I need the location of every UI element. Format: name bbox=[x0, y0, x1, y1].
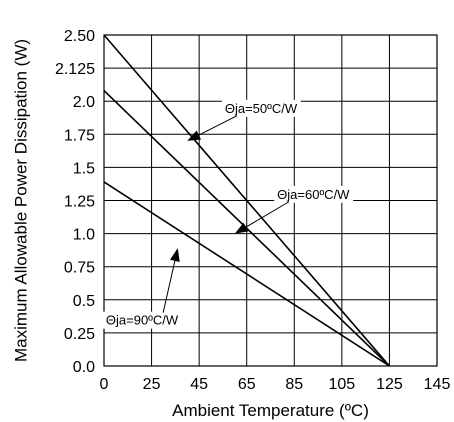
x-tick-label: 65 bbox=[238, 376, 256, 393]
y-tick-label: 2.125 bbox=[55, 61, 95, 78]
series-annotations: Θja=50ºC/W Θja=60ºC/W Θja=90ºC/W bbox=[102, 99, 354, 329]
x-tick-label: 105 bbox=[329, 376, 356, 393]
x-tick-label: 25 bbox=[143, 376, 161, 393]
x-tick-label: 85 bbox=[285, 376, 303, 393]
plot-frame bbox=[103, 34, 438, 367]
annotation-arrowhead bbox=[169, 248, 180, 262]
annotation-arrow-line bbox=[162, 260, 176, 313]
series-line bbox=[103, 34, 391, 367]
y-tick-label: 0.75 bbox=[64, 260, 95, 277]
y-tick-label: 0.0 bbox=[73, 359, 95, 376]
annotation-label: Θja=50ºC/W bbox=[225, 101, 298, 116]
x-tick-label: 0 bbox=[100, 376, 109, 393]
x-axis-label: Ambient Temperature (ºC) bbox=[172, 401, 369, 420]
annotation-arrowhead bbox=[187, 130, 202, 141]
series-line bbox=[103, 181, 390, 367]
annotation-label-bg bbox=[102, 311, 182, 329]
y-tick-label: 1.0 bbox=[73, 227, 95, 244]
annotation-label: Θja=90ºC/W bbox=[106, 313, 179, 328]
y-tick-label: 1.75 bbox=[64, 127, 95, 144]
y-tick-label: 2.50 bbox=[64, 28, 95, 45]
y-tick-label: 0.25 bbox=[64, 326, 95, 343]
y-axis-tick-labels: 2.50 2.125 2.0 1.75 1.5 1.25 1.0 0.75 0.5 0.25 0.0 bbox=[55, 28, 95, 376]
y-tick-label: 0.5 bbox=[73, 293, 95, 310]
y-tick-label: 1.5 bbox=[73, 160, 95, 177]
y-tick-label: 1.25 bbox=[64, 194, 95, 211]
annotation-label-bg bbox=[274, 185, 354, 203]
y-tick-label: 2.0 bbox=[73, 94, 95, 111]
annotation-arrow-line bbox=[245, 201, 290, 228]
y-axis-label: Maximum Allowable Power Dissipation (W) bbox=[11, 39, 30, 362]
x-tick-label: 45 bbox=[190, 376, 208, 393]
annotation-label-bg bbox=[221, 99, 301, 117]
x-tick-label: 125 bbox=[376, 376, 403, 393]
annotation-arrowhead bbox=[234, 222, 249, 234]
annotation-label: Θja=60ºC/W bbox=[277, 187, 350, 202]
x-axis-tick-labels: 0 25 45 65 85 105 125 145 bbox=[100, 376, 451, 393]
annotation-arrow-line bbox=[198, 115, 238, 136]
x-tick-label: 145 bbox=[424, 376, 451, 393]
